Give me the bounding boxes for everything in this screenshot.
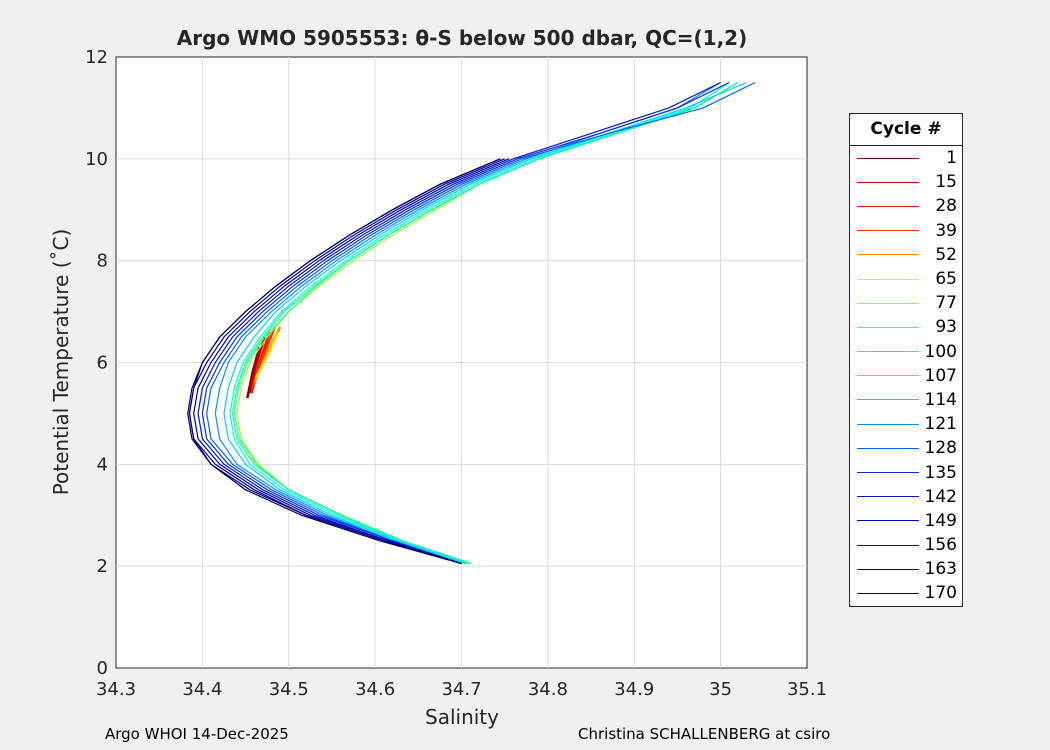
legend-label: 28 <box>935 196 957 217</box>
legend-label: 114 <box>924 389 957 410</box>
series-line-cycle-156 <box>188 158 505 565</box>
legend: Cycle # 1 15 28 39 52 65 77 93 100 107 114 121 128 13… <box>849 113 963 607</box>
legend-item: 107 <box>850 364 962 388</box>
legend-label: 65 <box>935 269 957 290</box>
legend-item: 1 <box>850 146 962 170</box>
legend-item: 170 <box>850 581 962 605</box>
series-line-cycle-100 <box>231 81 739 565</box>
legend-label: 39 <box>935 220 957 241</box>
legend-label: 149 <box>924 510 957 531</box>
footer-right: Christina SCHALLENBERG at csiro <box>578 725 831 743</box>
series-line-cycle-170 <box>187 158 501 565</box>
series-line-cycle-1 <box>246 346 261 399</box>
chart-title: Argo WMO 5905553: θ-S below 500 dbar, QC… <box>177 26 747 50</box>
x-tick-label: 34.9 <box>614 679 654 700</box>
legend-swatch <box>857 568 919 570</box>
legend-swatch <box>857 157 919 159</box>
x-tick-label: 34.4 <box>182 679 222 700</box>
legend-label: 15 <box>935 172 957 193</box>
legend-item: 163 <box>850 557 962 581</box>
legend-title: Cycle # <box>850 114 962 146</box>
series-line-cycle-135 <box>201 81 730 565</box>
series-line-cycle-128 <box>206 81 756 565</box>
x-tick-label: 35 <box>709 679 732 700</box>
y-tick-label: 2 <box>97 556 108 577</box>
legend-label: 121 <box>924 414 957 435</box>
legend-label: 156 <box>924 535 957 556</box>
legend-item: 15 <box>850 170 962 194</box>
legend-label: 142 <box>924 486 957 507</box>
legend-item: 142 <box>850 485 962 509</box>
legend-swatch <box>857 302 919 304</box>
x-axis-label: Salinity <box>425 705 499 729</box>
legend-item: 156 <box>850 533 962 557</box>
series-line-cycle-107 <box>229 81 730 565</box>
x-tick-label: 34.5 <box>269 679 309 700</box>
legend-swatch <box>857 447 919 449</box>
legend-item: 28 <box>850 194 962 218</box>
legend-item: 135 <box>850 460 962 484</box>
legend-item: 39 <box>850 219 962 243</box>
series-line-cycle-65 <box>254 331 280 379</box>
legend-label: 52 <box>935 244 957 265</box>
legend-swatch <box>857 472 919 474</box>
legend-swatch <box>857 230 919 232</box>
x-tick-label: 34.7 <box>441 679 481 700</box>
legend-label: 135 <box>924 462 957 483</box>
y-tick-label: 4 <box>97 454 108 475</box>
legend-swatch <box>857 278 919 280</box>
x-tick-label: 35.1 <box>787 679 827 700</box>
legend-item: 114 <box>850 388 962 412</box>
legend-label: 163 <box>924 559 957 580</box>
series-line-cycle-121 <box>214 81 721 565</box>
legend-item: 128 <box>850 436 962 460</box>
legend-item: 100 <box>850 340 962 364</box>
y-tick-label: 0 <box>97 658 108 679</box>
y-tick-label: 10 <box>85 149 108 170</box>
legend-swatch <box>857 375 919 377</box>
legend-label: 77 <box>935 293 957 314</box>
y-axis-label: Potential Temperature (˚C) <box>49 229 73 496</box>
y-tick-label: 12 <box>85 47 108 68</box>
series-line-cycle-15 <box>248 336 266 394</box>
legend-swatch <box>857 520 919 522</box>
x-tick-label: 34.3 <box>96 679 136 700</box>
legend-item: 77 <box>850 291 962 315</box>
legend-swatch <box>857 496 919 498</box>
legend-item: 93 <box>850 315 962 339</box>
legend-label: 1 <box>946 148 957 169</box>
legend-swatch <box>857 399 919 401</box>
legend-label: 107 <box>924 365 957 386</box>
footer-left: Argo WHOI 14-Dec-2025 <box>105 725 289 743</box>
legend-swatch <box>857 181 919 183</box>
legend-swatch <box>857 592 919 594</box>
legend-swatch <box>857 205 919 207</box>
series-line-cycle-149 <box>193 158 510 565</box>
legend-swatch <box>857 544 919 546</box>
legend-item: 149 <box>850 509 962 533</box>
legend-label: 170 <box>924 583 957 604</box>
y-tick-label: 8 <box>97 251 108 272</box>
legend-swatch <box>857 254 919 256</box>
legend-swatch <box>857 326 919 328</box>
legend-item: 65 <box>850 267 962 291</box>
legend-item: 52 <box>850 243 962 267</box>
legend-label: 128 <box>924 438 957 459</box>
series-line-cycle-114 <box>223 81 747 565</box>
legend-swatch <box>857 423 919 425</box>
x-tick-label: 34.6 <box>355 679 395 700</box>
y-tick-label: 6 <box>97 353 108 374</box>
legend-label: 100 <box>924 341 957 362</box>
legend-swatch <box>857 351 919 353</box>
x-tick-label: 34.8 <box>528 679 568 700</box>
legend-label: 93 <box>935 317 957 338</box>
series-line-cycle-142 <box>197 81 721 565</box>
legend-item: 121 <box>850 412 962 436</box>
